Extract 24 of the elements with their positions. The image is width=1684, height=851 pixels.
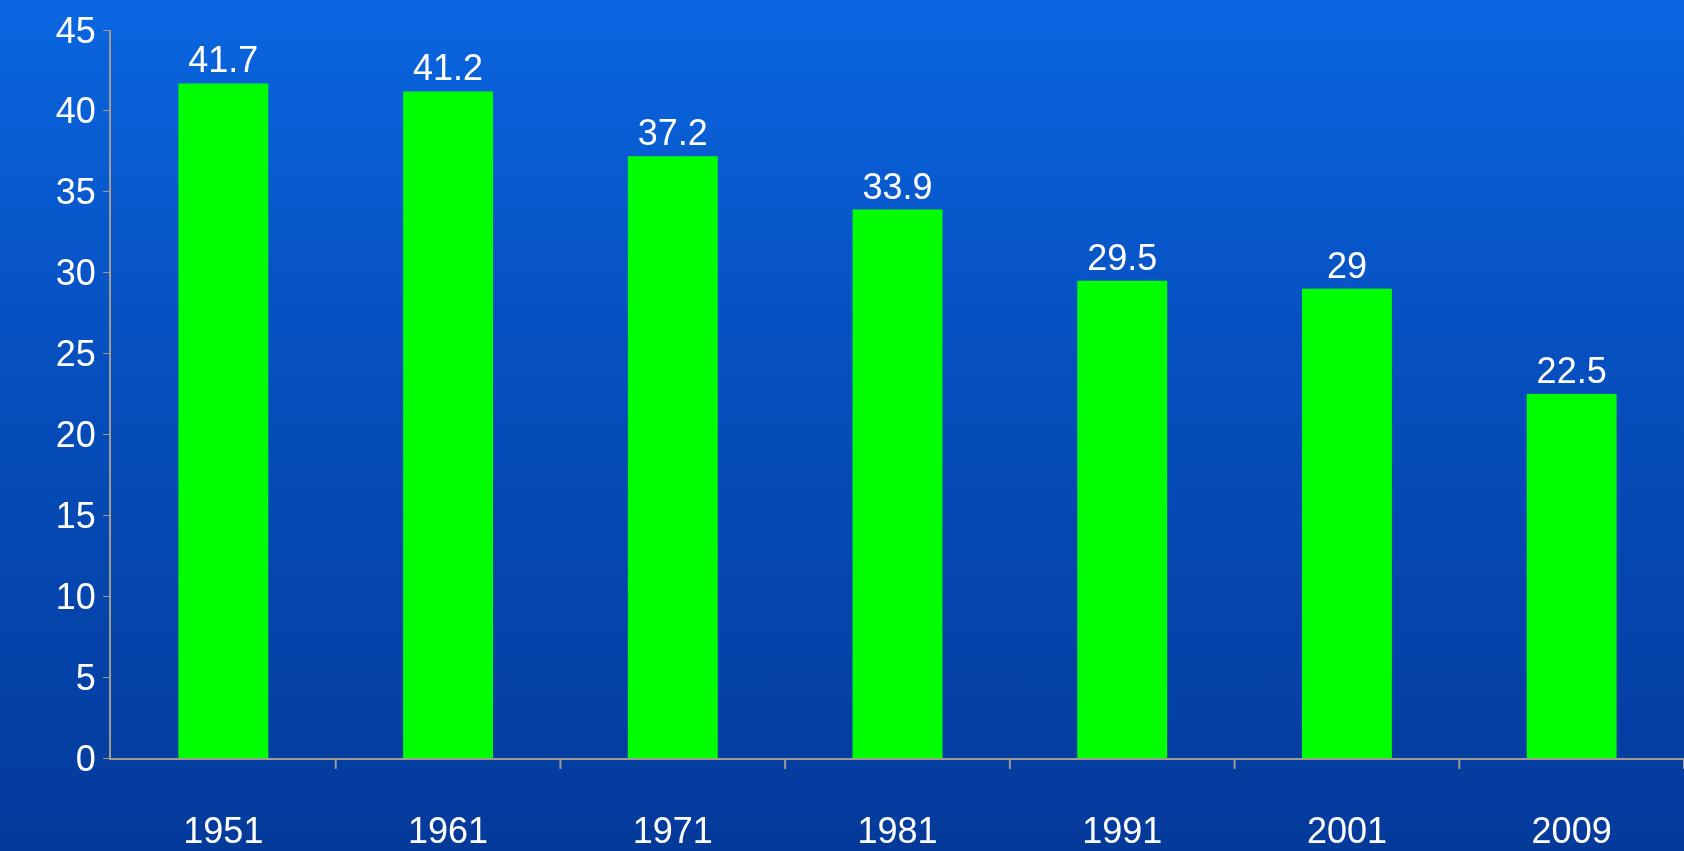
x-tick-label: 1981: [857, 810, 938, 851]
y-tick-label: 35: [55, 171, 96, 213]
y-tick-label: 30: [55, 252, 96, 294]
data-label: 41.2: [413, 47, 484, 89]
data-label: 22.5: [1536, 350, 1607, 391]
x-tick-label: 1991: [1082, 810, 1163, 851]
x-tick-label: 1971: [632, 810, 713, 851]
x-tick-label: 2009: [1531, 810, 1612, 851]
data-label: 29: [1326, 244, 1367, 286]
y-tick-label: 15: [55, 494, 96, 536]
data-label: 29.5: [1087, 236, 1158, 278]
x-tick-label: 1961: [408, 810, 489, 851]
y-tick-label: 5: [75, 656, 96, 698]
y-tick-label: 25: [55, 333, 96, 375]
data-label: 41.7: [188, 39, 259, 81]
x-tick-label: 2001: [1306, 810, 1387, 851]
y-tick-label: 10: [55, 575, 96, 617]
y-tick-label: 45: [55, 9, 96, 51]
y-tick-label: 20: [55, 414, 96, 456]
x-tick-label: 1951: [183, 810, 264, 851]
y-tick-label: 40: [55, 90, 96, 132]
y-tick-label: 0: [75, 737, 96, 779]
data-label: 37.2: [637, 112, 708, 154]
data-label: 33.9: [862, 165, 933, 207]
